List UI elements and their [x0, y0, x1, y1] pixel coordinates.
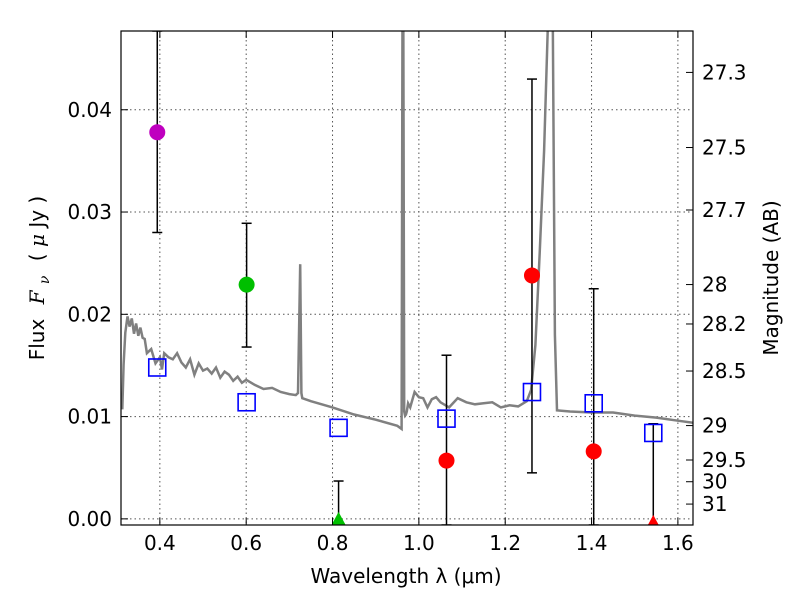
errorbars: [152, 31, 659, 525]
model-spectrum-line: [121, 31, 693, 432]
model-photometry-square: [643, 423, 663, 443]
model-photometry-square: [237, 392, 256, 412]
grid: [121, 31, 693, 525]
plot-frame: [120, 30, 694, 526]
y-tick-label: 0.00: [67, 507, 112, 531]
magnitude-tick-label: 30: [702, 470, 727, 494]
y-tick-label: 0.04: [67, 98, 112, 122]
magnitude-tick-label: 28.5: [702, 359, 747, 383]
observed-data-point: [438, 452, 455, 469]
x-axis-label: Wavelength λ (μm): [310, 564, 501, 588]
model-photometry-square: [147, 358, 167, 377]
magnitude-tick-label: 27.7: [702, 198, 747, 222]
x-tick-label: 1.2: [489, 531, 521, 555]
y-tick-label: 0.02: [67, 302, 112, 326]
y-tick-label: 0.03: [67, 200, 112, 224]
observed-points: [149, 124, 659, 525]
magnitude-tick-label: 27.5: [702, 136, 747, 160]
observed-data-point: [585, 443, 602, 460]
model-photometry-square: [584, 393, 604, 413]
observed-data-point: [149, 124, 166, 141]
x-tick-label: 0.8: [317, 531, 349, 555]
x-tick-label: 1.4: [576, 531, 608, 555]
model-photometry-square: [522, 382, 542, 402]
x-tick-label: 1.0: [403, 531, 435, 555]
observed-upper-limit-marker: [647, 514, 659, 525]
magnitude-tick-label: 29: [702, 414, 727, 438]
model-photometry-square: [437, 409, 456, 428]
magnitude-tick-label: 29.5: [702, 448, 747, 472]
x-axis-ticks: 0.4 0.6 0.8 1.0 1.2 1.4 1.6: [144, 31, 694, 555]
y-axis-ticks: 0.00 0.01 0.02 0.03 0.04: [67, 98, 128, 531]
y-tick-label: 0.01: [67, 405, 112, 429]
observed-data-point: [238, 276, 255, 293]
magnitude-axis-label: Magnitude (AB): [759, 200, 783, 355]
x-tick-label: 0.6: [230, 531, 262, 555]
x-tick-label: 0.4: [144, 531, 176, 555]
model-points: [147, 358, 663, 443]
y-axis-label: Flux F ν ( μ Jy ): [25, 196, 54, 361]
x-tick-label: 1.6: [662, 531, 694, 555]
magnitude-tick-label: 28.2: [702, 312, 747, 336]
observed-data-point: [523, 267, 540, 284]
magnitude-tick-label: 27.3: [702, 60, 747, 84]
plot-area: [121, 31, 693, 525]
observed-upper-limit-marker: [331, 511, 346, 525]
model-photometry-square: [329, 418, 348, 438]
magnitude-tick-label: 31: [702, 492, 727, 516]
magnitude-tick-label: 28: [702, 273, 727, 297]
